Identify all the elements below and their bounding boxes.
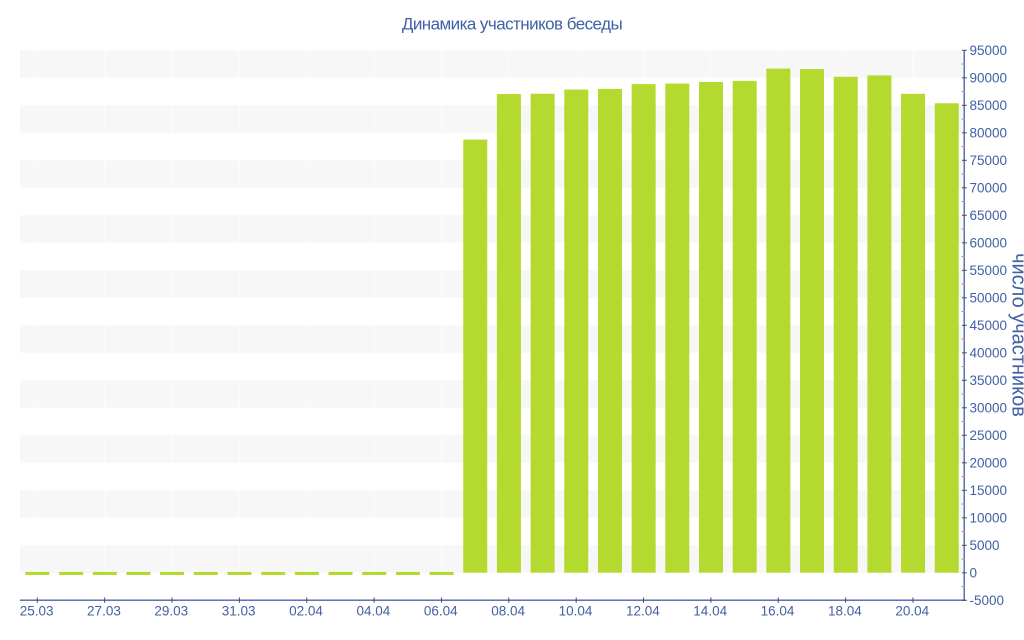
svg-text:20000: 20000 [970, 456, 1008, 471]
svg-text:25.03: 25.03 [20, 603, 54, 618]
svg-text:40000: 40000 [970, 346, 1008, 361]
svg-text:65000: 65000 [970, 208, 1008, 223]
svg-text:85000: 85000 [970, 98, 1008, 113]
svg-text:80000: 80000 [970, 126, 1008, 141]
svg-text:60000: 60000 [970, 236, 1008, 251]
svg-text:08.04: 08.04 [491, 603, 525, 618]
svg-text:14.04: 14.04 [693, 603, 727, 618]
svg-text:90000: 90000 [970, 71, 1008, 86]
svg-text:29.03: 29.03 [154, 603, 188, 618]
svg-text:число участников: число участников [1007, 253, 1024, 417]
svg-text:50000: 50000 [970, 291, 1008, 306]
svg-text:10.04: 10.04 [559, 603, 593, 618]
svg-text:04.04: 04.04 [357, 603, 391, 618]
svg-text:02.04: 02.04 [289, 603, 323, 618]
svg-text:5000: 5000 [970, 538, 1000, 553]
svg-text:16.04: 16.04 [761, 603, 795, 618]
svg-text:75000: 75000 [970, 153, 1008, 168]
svg-text:10000: 10000 [970, 511, 1008, 526]
svg-text:06.04: 06.04 [424, 603, 458, 618]
svg-text:70000: 70000 [970, 181, 1008, 196]
svg-text:20.04: 20.04 [895, 603, 929, 618]
svg-text:95000: 95000 [970, 43, 1008, 58]
svg-text:-5000: -5000 [970, 593, 1005, 608]
svg-text:18.04: 18.04 [828, 603, 862, 618]
svg-text:Динамика участников беседы: Динамика участников беседы [402, 14, 623, 33]
svg-text:30000: 30000 [970, 401, 1008, 416]
svg-text:0: 0 [970, 566, 978, 581]
svg-text:15000: 15000 [970, 483, 1008, 498]
svg-text:12.04: 12.04 [626, 603, 660, 618]
svg-text:35000: 35000 [970, 373, 1008, 388]
svg-text:31.03: 31.03 [222, 603, 256, 618]
svg-text:45000: 45000 [970, 318, 1008, 333]
svg-text:27.03: 27.03 [87, 603, 121, 618]
svg-text:25000: 25000 [970, 428, 1008, 443]
svg-text:55000: 55000 [970, 263, 1008, 278]
